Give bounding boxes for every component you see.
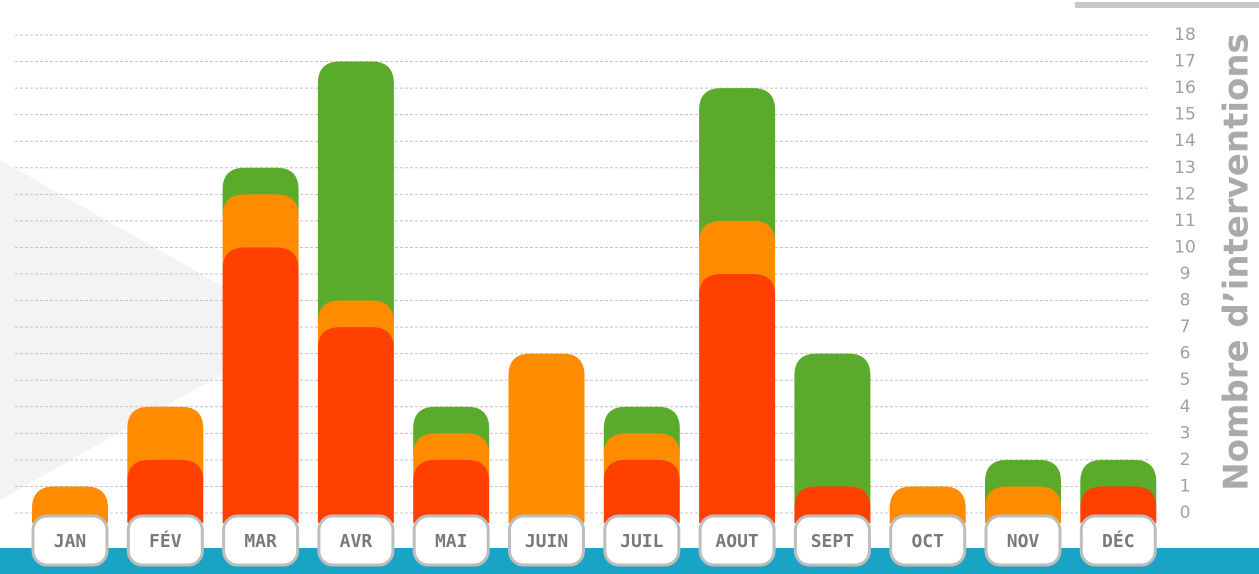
- y-tick-label: 14: [1174, 131, 1196, 151]
- x-tick-label: AOUT: [715, 531, 759, 552]
- x-tick-label: MAI: [435, 531, 468, 552]
- bar-segment: [985, 486, 1061, 523]
- x-tick-label: FÉV: [149, 530, 182, 552]
- bar-segment: [222, 247, 299, 523]
- category-box: [508, 514, 585, 567]
- y-tick-label: 17: [1174, 52, 1196, 72]
- y-tick-label: 11: [1174, 211, 1196, 231]
- y-tick-label: 0: [1180, 503, 1191, 523]
- category-box: [222, 514, 300, 567]
- bars: [32, 61, 1157, 523]
- category-box: [31, 514, 109, 567]
- x-tick-label: MAR: [244, 531, 277, 552]
- category-box: [889, 514, 967, 567]
- category-box: [698, 514, 776, 567]
- y-tick-label: 16: [1174, 78, 1196, 98]
- y-tick-label: 13: [1174, 158, 1196, 178]
- bar-segment: [508, 353, 585, 523]
- bar-segment: [794, 353, 871, 509]
- x-tick-label: AVR: [340, 531, 373, 552]
- bar-segment: [603, 459, 680, 523]
- y-tick-label: 15: [1174, 105, 1196, 125]
- y-tick-label: 12: [1174, 184, 1196, 204]
- category-box: [126, 514, 204, 567]
- bar-segment: [1080, 486, 1157, 523]
- category-labels: JAN FÉV MAR AVR MAI JUIN JUIL AOUT SEPT OCT NOV DÉC: [31, 514, 1157, 567]
- category-box: [317, 514, 395, 567]
- x-tick-label: JAN: [54, 531, 87, 552]
- x-tick-label: SEPT: [811, 531, 855, 552]
- y-tick-label: 7: [1180, 317, 1191, 337]
- x-tick-label: OCT: [911, 531, 944, 552]
- category-box: [603, 514, 681, 567]
- category-box: [412, 514, 490, 567]
- y-tick-label: 2: [1180, 450, 1191, 470]
- bar-segment: [317, 61, 394, 323]
- bar-segment: [794, 486, 871, 523]
- y-tick-label: 4: [1180, 397, 1191, 417]
- background-shape: [0, 160, 300, 500]
- category-box: [984, 514, 1062, 567]
- x-tick-label: DÉC: [1102, 530, 1135, 552]
- category-box: [1079, 514, 1157, 567]
- y-tick-label: 10: [1174, 237, 1196, 257]
- y-tick-label: 1: [1180, 476, 1191, 496]
- y-tick-label: 6: [1180, 344, 1191, 364]
- bar-segment: [127, 459, 204, 523]
- y-tick-label: 5: [1180, 370, 1191, 390]
- bar-segment: [699, 88, 776, 243]
- bar-segment: [413, 459, 490, 523]
- y-axis-title: Nombre d’interventions: [1217, 33, 1257, 491]
- x-tick-label: NOV: [1007, 531, 1040, 552]
- bar-segment: [699, 274, 776, 523]
- category-box: [793, 514, 871, 567]
- y-tick-label: 3: [1180, 423, 1191, 443]
- y-tick-label: 18: [1174, 25, 1196, 45]
- bar-segment: [889, 486, 966, 523]
- x-tick-label: JUIL: [620, 531, 664, 552]
- x-tick-label: JUIN: [525, 531, 568, 552]
- bar-segment: [317, 327, 394, 523]
- bar-segment: [32, 486, 108, 523]
- y-tick-label: 9: [1180, 264, 1191, 284]
- y-tick-label: 8: [1180, 291, 1191, 311]
